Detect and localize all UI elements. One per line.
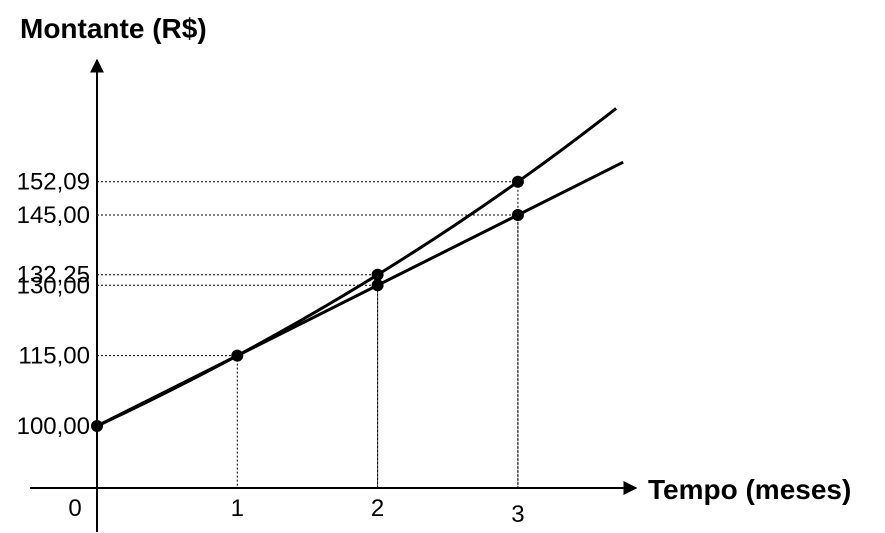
y-tick-label: 115,00 — [18, 343, 90, 370]
y-tick-label: 100,00 — [17, 413, 90, 440]
x-axis-title: Tempo (meses) — [648, 474, 851, 505]
y-tick-label: 152,09 — [17, 169, 90, 196]
data-point-series-1 — [371, 279, 384, 292]
guide-lines — [97, 181, 519, 488]
data-point-series-1 — [91, 420, 103, 432]
data-point-series-2 — [511, 175, 524, 188]
data-point-series-1 — [231, 349, 244, 362]
data-point-series-2 — [371, 268, 384, 281]
y-tick-label: 130,00 — [17, 272, 90, 299]
data-point-series-1 — [511, 208, 524, 221]
x-tick-label: 1 — [231, 495, 244, 522]
series-lines — [96, 107, 624, 428]
x-tick-label: 2 — [371, 495, 384, 522]
y-tick-label: 132,25 — [17, 262, 90, 289]
x-tick-labels: 0 1 2 3 — [68, 495, 524, 528]
data-points — [91, 175, 524, 432]
series-line-2 — [96, 107, 618, 428]
y-axis-title: Montante (R$) — [20, 13, 207, 44]
x-tick-label: 0 — [68, 495, 81, 522]
y-tick-label: 145,00 — [17, 202, 90, 229]
x-tick-label: 3 — [511, 501, 524, 528]
